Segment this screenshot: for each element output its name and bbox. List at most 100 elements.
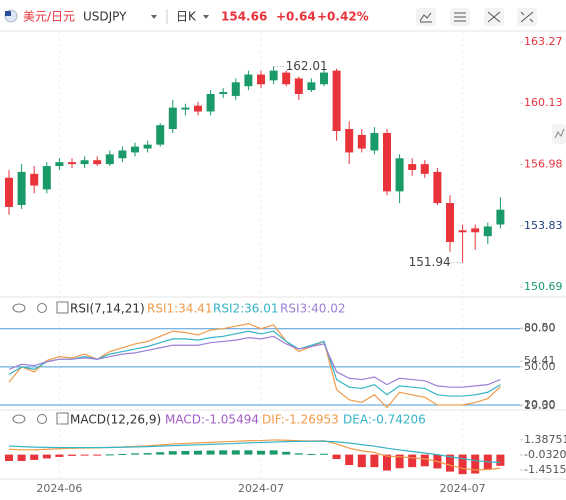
dropdown-arrow[interactable] [203,15,209,19]
settings-icon[interactable] [56,412,69,425]
flag-canton [5,11,11,16]
y-tick-label: 20.00 [524,398,556,411]
candle-body [219,92,228,94]
x-tick-label: 2024-06 [36,482,82,495]
macd-bar [219,450,228,455]
macd-bar [471,454,480,474]
candle-body [68,162,76,165]
y-tick-label: 150.69 [524,280,563,293]
macd-bar [294,453,303,455]
dropdown-arrow[interactable] [151,15,157,19]
macd-bar [257,450,265,455]
candle-body [156,125,165,145]
macd-bar [244,450,253,455]
candle-body [206,93,215,112]
candle-body [131,146,139,153]
macd-bar [30,454,39,460]
candle-body [105,154,114,165]
annotation: 162.01 [286,59,328,73]
macd-bar [446,454,454,472]
candle-body [257,74,265,85]
macd-bar [17,454,26,461]
x-tick-label: 2024-07 [440,482,486,495]
macd-bar [80,454,89,456]
macd-bar [118,453,127,455]
macd-bar [307,453,316,455]
macd-bar [383,454,391,471]
macd-bar [345,454,354,466]
eye-icon[interactable] [12,303,26,313]
candle-body [307,82,316,91]
candle-body [93,160,102,165]
candle-body [181,107,190,110]
candle-body [269,70,278,81]
tool-icon [454,12,466,22]
period[interactable]: 日K [176,10,197,24]
macd-line [8,440,501,464]
y-tick-label: 163.27 [524,35,563,48]
candle-body [320,72,328,85]
macd-bar [168,451,177,455]
y-tick-label: 156.98 [524,158,563,171]
candle-body [471,228,480,233]
eye-icon[interactable] [12,414,26,424]
y-tick-label: 80.00 [524,322,556,335]
price: 154.66 [221,10,267,24]
macd-bar [181,450,190,455]
y-tick-label: 160.13 [524,96,563,109]
macd-bar [131,453,139,455]
y-tick-label: 80.50 [524,321,556,334]
candle-body [395,158,404,192]
macd-bar [408,454,417,468]
macd-bar [332,454,341,460]
candle-body [420,164,429,174]
settings-icon[interactable] [56,301,69,314]
candle-body [483,226,492,237]
macd-bar [357,454,366,468]
change: +0.64 [276,10,316,24]
macd-bar [320,453,328,455]
x-tick-label: 2024-07 [238,482,284,495]
macd-bar [42,454,51,459]
legend-entry: RSI3:40.02 [280,302,346,316]
indicator-title: RSI(7,14,21) [70,302,145,316]
y-tick-label: 50.00 [524,360,556,373]
macd-bar [156,452,165,455]
macd-bar [458,454,467,475]
legend-entry: DIF:-1.26953 [262,413,339,427]
candle-body [194,105,202,112]
change-pct: +0.42% [317,10,369,24]
y-tick-label: -1.45158 [524,463,566,476]
candle-body [244,74,253,87]
rsi-line [8,323,501,409]
candle-body [17,171,26,206]
macd-bar [420,454,429,467]
y-tick-label: 54.41 [524,354,556,367]
candle-body [168,107,177,130]
annotation: 151.94 [409,255,451,269]
y-tick-label: 153.83 [524,219,563,232]
candle-body [231,82,240,96]
side-icon [554,128,565,139]
macd-bar [105,454,114,456]
tool-icon [487,11,501,23]
candle-body [332,70,341,132]
y-tick-label: -0.03203 [524,448,566,461]
macd-bar [143,453,152,455]
macd-bar [370,454,379,468]
macd-bar [5,454,13,461]
tool-icon [419,12,432,23]
candle-body [446,203,454,243]
candle-body [345,129,354,153]
macd-bar [282,451,291,455]
macd-bar [206,450,215,455]
legend-entry: DEA:-0.74206 [343,413,426,427]
gear-icon[interactable] [37,303,47,313]
symbol[interactable]: USDJPY [83,10,127,24]
gear-icon[interactable] [37,414,47,424]
candle-body [383,132,391,192]
pair-name[interactable]: 美元/日元 [23,10,75,24]
tool-icon [520,11,534,23]
